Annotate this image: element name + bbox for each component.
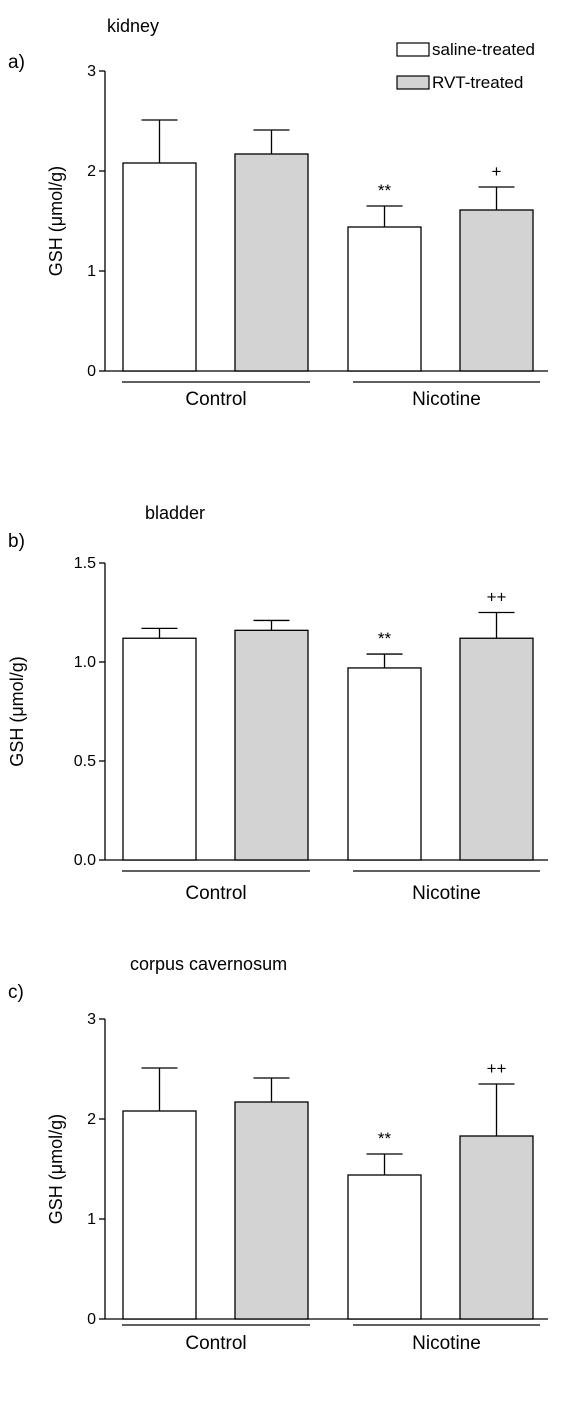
y-tick-label: 2 xyxy=(87,163,96,180)
bar-control-rvt xyxy=(234,629,309,861)
bar-control-saline xyxy=(122,1110,197,1320)
chart-title: kidney xyxy=(107,16,159,36)
x-tick-label-nicotine: Nicotine xyxy=(412,389,481,410)
y-tick-label: 1.0 xyxy=(74,654,96,671)
x-tick-label-control: Control xyxy=(185,1333,246,1354)
bar-control-rvt xyxy=(234,1101,309,1320)
y-tick-label: 1.5 xyxy=(74,555,96,572)
legend: saline-treated RVT-treated xyxy=(396,40,535,92)
y-tick-label: 0 xyxy=(87,363,96,380)
y-axis-label: GSH (μmol/g) xyxy=(46,166,66,276)
panel-label: b) xyxy=(8,531,25,552)
y-tick-label: 0 xyxy=(87,1311,96,1328)
panel-label: c) xyxy=(8,982,24,1003)
bar-control-saline xyxy=(122,637,197,861)
significance-marker: ++ xyxy=(487,588,507,607)
significance-marker: ** xyxy=(378,181,392,200)
bar-nicotine-rvt xyxy=(459,209,534,372)
panel-label: a) xyxy=(8,52,25,73)
y-tick-label: 0.5 xyxy=(74,753,96,770)
bar-nicotine-saline xyxy=(347,226,422,372)
y-tick-label: 0.0 xyxy=(74,852,96,869)
significance-marker: ** xyxy=(378,1129,392,1148)
legend-label-saline: saline-treated xyxy=(432,40,535,59)
legend-swatch-rvt xyxy=(396,75,430,90)
chart-title: corpus cavernosum xyxy=(130,954,287,974)
y-axis-label: GSH (μmol/g) xyxy=(7,656,27,766)
legend-label-rvt: RVT-treated xyxy=(432,73,523,92)
y-tick-label: 3 xyxy=(87,63,96,80)
significance-marker: + xyxy=(492,162,502,181)
bar-nicotine-rvt xyxy=(459,637,534,861)
chart-panel-1: a) kidney GSH (μmol/g) 0 1 2 3 ** + Control Nicoti… xyxy=(8,16,548,410)
x-tick-label-control: Control xyxy=(185,883,246,904)
chart-panel-3: c) corpus cavernosum GSH (μmol/g) 0 1 2 3 ** ++ C… xyxy=(8,954,548,1354)
significance-marker: ++ xyxy=(487,1059,507,1078)
y-axis-label: GSH (μmol/g) xyxy=(46,1114,66,1224)
bar-nicotine-saline xyxy=(347,1174,422,1320)
bar-nicotine-rvt xyxy=(459,1135,534,1320)
bar-nicotine-saline xyxy=(347,667,422,861)
bar-control-saline xyxy=(122,162,197,372)
x-tick-label-nicotine: Nicotine xyxy=(412,1333,481,1354)
chart-panels: a) kidney GSH (μmol/g) 0 1 2 3 ** + Control Nicoti… xyxy=(7,16,548,1354)
y-tick-label: 1 xyxy=(87,263,96,280)
legend-swatch-saline xyxy=(396,42,430,57)
chart-panel-2: b) bladder GSH (μmol/g) 0.0 0.5 1.0 1.5 ** ++ Con… xyxy=(7,503,548,904)
x-tick-label-control: Control xyxy=(185,389,246,410)
y-tick-label: 1 xyxy=(87,1211,96,1228)
chart-title: bladder xyxy=(145,503,205,523)
y-tick-label: 2 xyxy=(87,1111,96,1128)
bar-control-rvt xyxy=(234,153,309,372)
y-tick-label: 3 xyxy=(87,1011,96,1028)
significance-marker: ** xyxy=(378,629,392,648)
x-tick-label-nicotine: Nicotine xyxy=(412,883,481,904)
